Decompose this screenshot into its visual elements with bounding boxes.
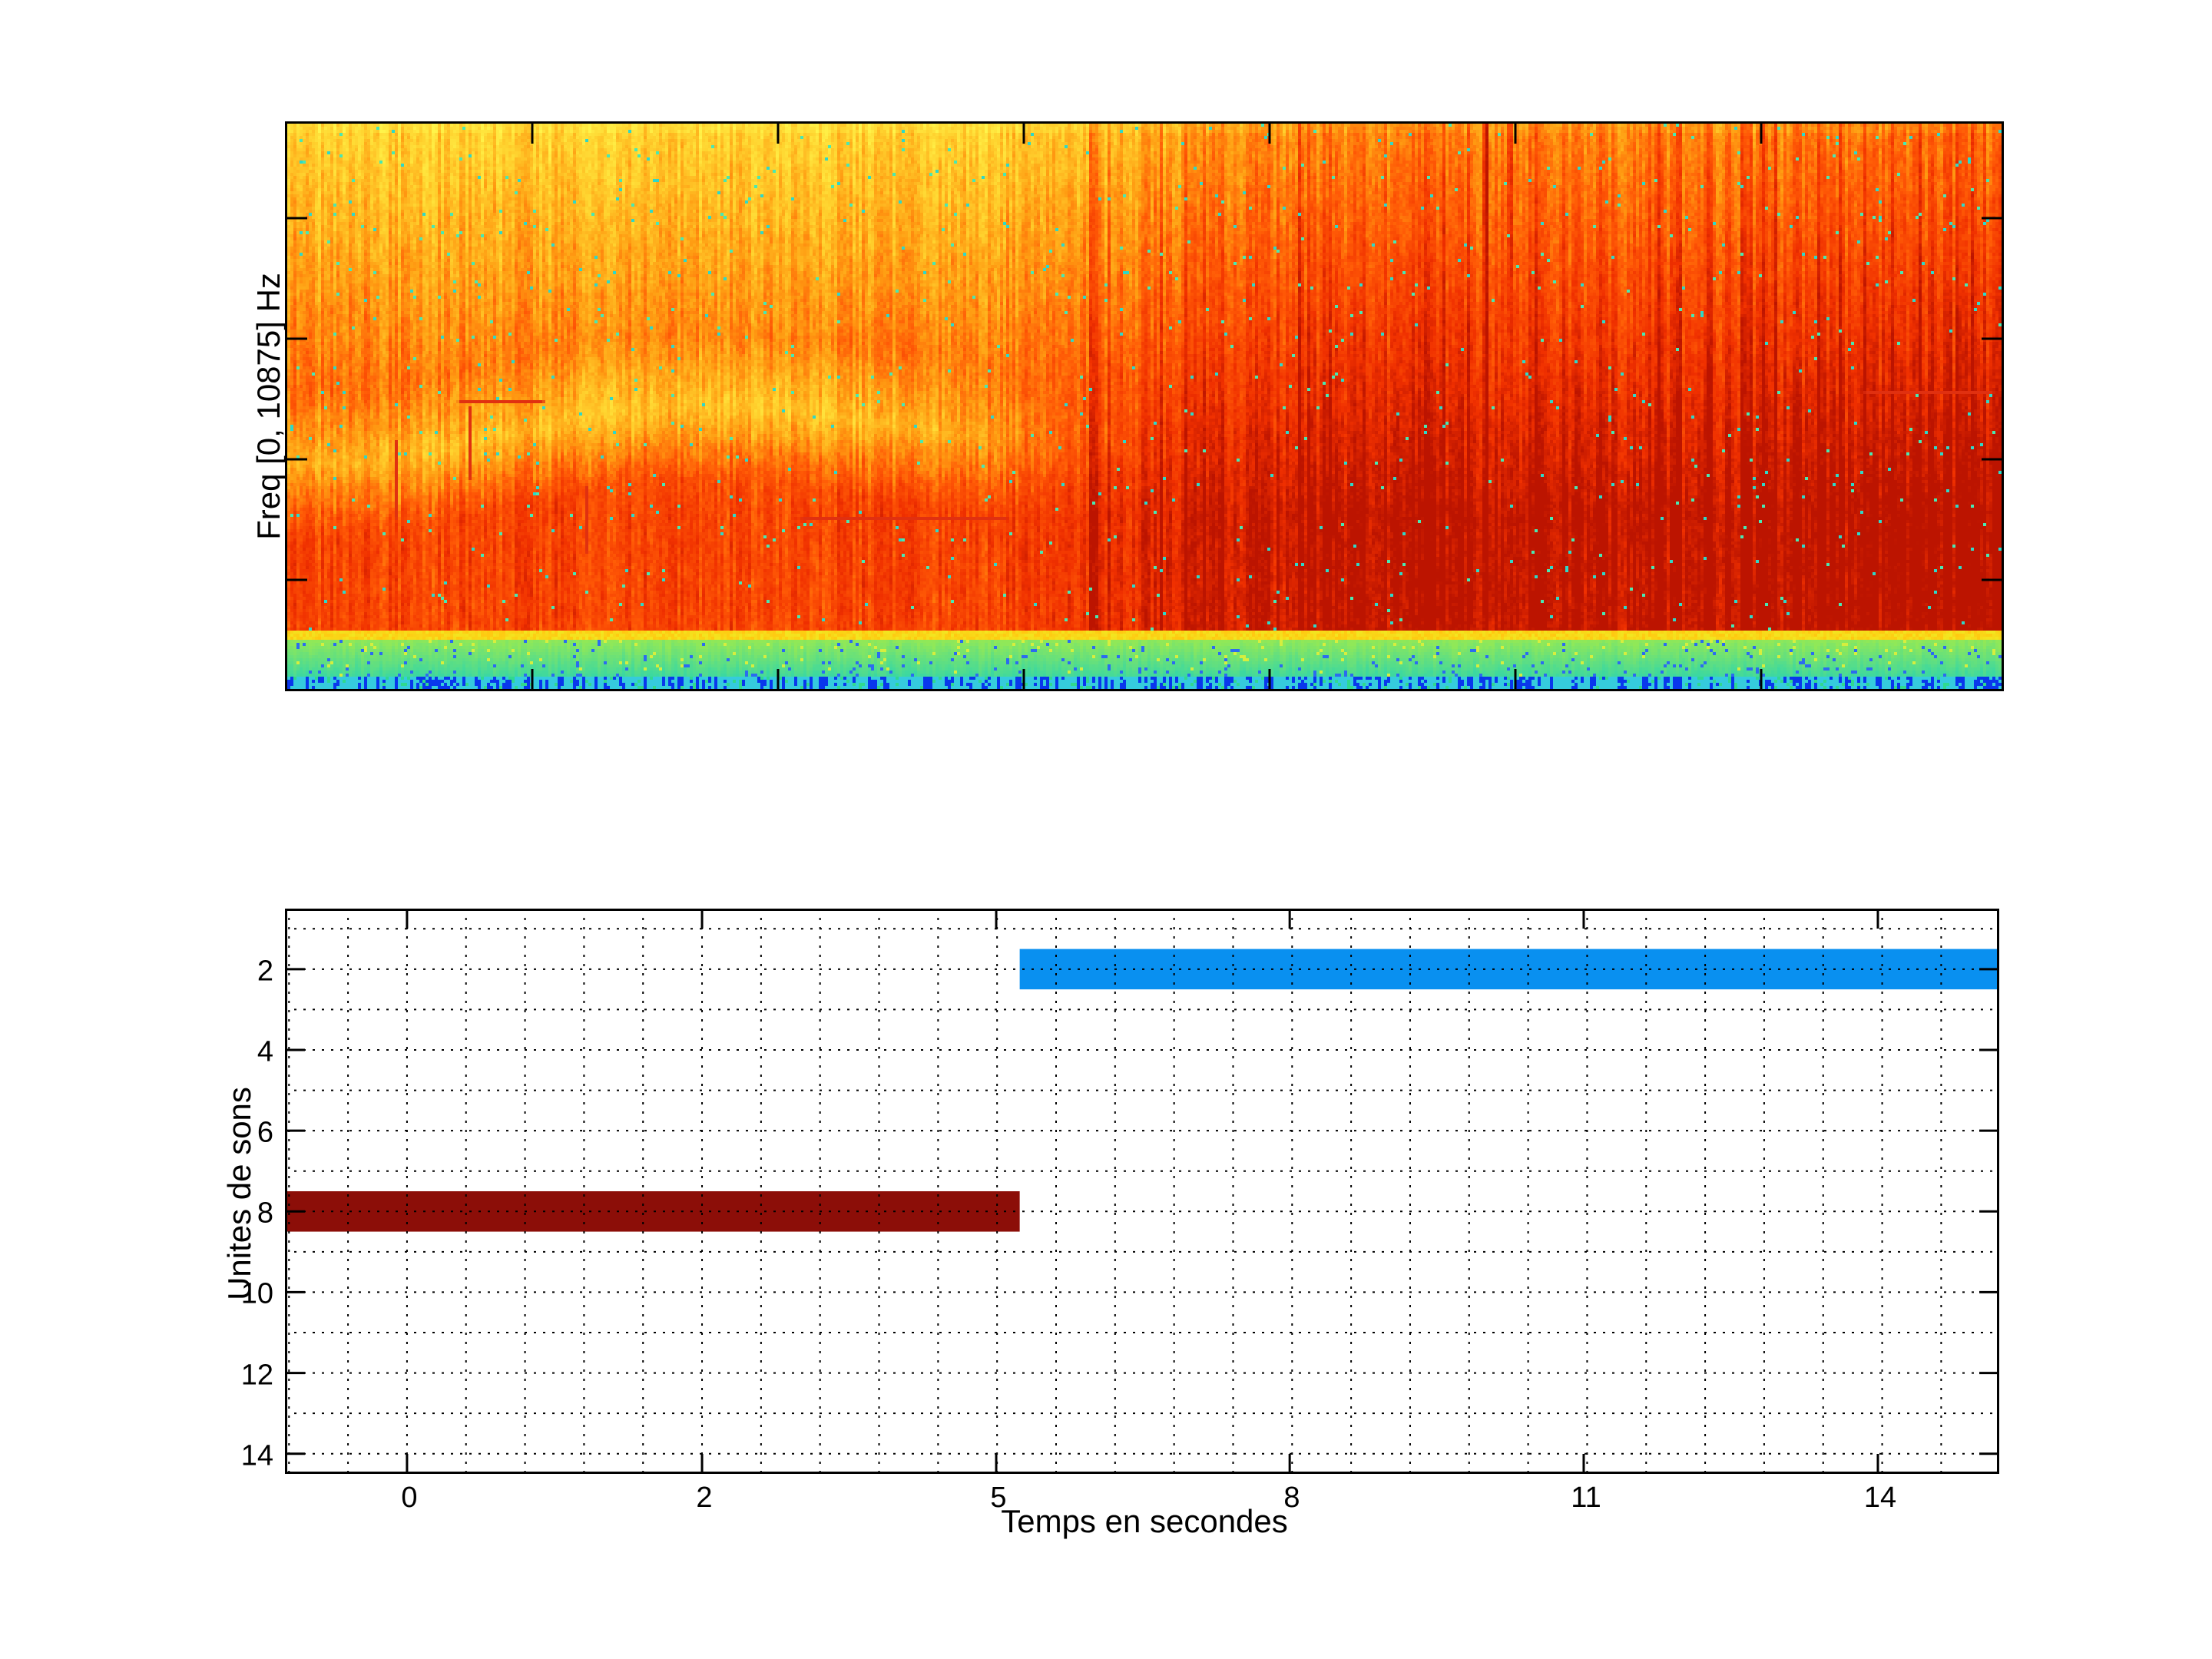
x-tick-label: 2 xyxy=(696,1482,713,1514)
x-tick-label: 14 xyxy=(1863,1482,1897,1514)
spectrogram-image xyxy=(287,124,2002,689)
spectrogram-plot xyxy=(285,121,2004,691)
y-tick-label: 2 xyxy=(257,955,273,988)
y-tick-label: 4 xyxy=(257,1035,273,1068)
spectrogram-axis-ticks xyxy=(287,124,2002,689)
y-tick-label: 6 xyxy=(257,1116,273,1149)
x-tick-label: 5 xyxy=(990,1482,1007,1514)
unit-8-bar xyxy=(285,1191,1020,1232)
x-tick-label: 0 xyxy=(401,1482,418,1514)
units-xlabel: Temps en secondes xyxy=(1001,1503,1288,1539)
units-plot xyxy=(285,909,1999,1474)
x-tick-label: 8 xyxy=(1283,1482,1300,1514)
y-tick-label: 8 xyxy=(257,1197,273,1230)
y-tick-label: 12 xyxy=(240,1359,273,1392)
y-tick-label: 14 xyxy=(240,1439,273,1472)
unit-2-bar xyxy=(1019,949,1999,990)
plot-frame xyxy=(285,909,1999,1474)
units-ylabel: Unites de sons xyxy=(221,1087,257,1300)
x-tick-label: 11 xyxy=(1571,1482,1601,1514)
spectrogram-ylabel: Freq [0, 10875] Hz xyxy=(250,273,286,540)
y-tick-label: 10 xyxy=(240,1277,273,1310)
